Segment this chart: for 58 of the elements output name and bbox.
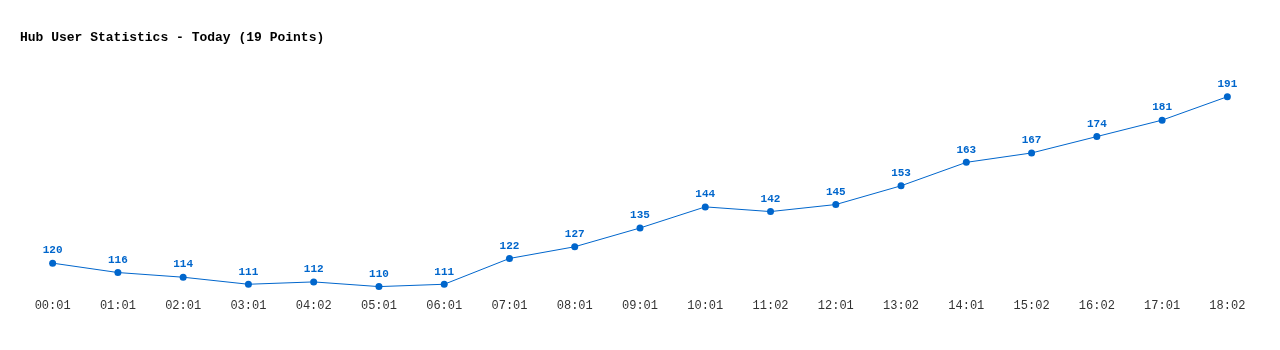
x-tick-label: 11:02 xyxy=(752,298,789,313)
x-tick-label: 05:01 xyxy=(360,298,397,313)
point xyxy=(767,208,775,216)
x-tick-label: 10:01 xyxy=(687,298,724,313)
data-label: 144 xyxy=(695,188,716,201)
data-label: 110 xyxy=(369,267,389,280)
point xyxy=(1158,116,1166,124)
point xyxy=(1028,149,1036,157)
point xyxy=(310,278,318,286)
x-tick-label: 16:02 xyxy=(1078,298,1115,313)
data-label: 145 xyxy=(825,185,847,198)
data-label: 135 xyxy=(630,209,651,222)
data-label: 122 xyxy=(499,239,520,252)
point xyxy=(505,254,513,262)
point xyxy=(244,280,252,288)
point xyxy=(701,203,709,211)
x-tick-label: 01:01 xyxy=(99,298,136,313)
x-tick-label: 07:01 xyxy=(491,298,528,313)
point xyxy=(636,224,644,232)
chart-title: Hub User Statistics - Today (19 Points) xyxy=(20,30,325,46)
data-label: 174 xyxy=(1086,117,1108,130)
data-label: 163 xyxy=(956,143,977,156)
data-label: 111 xyxy=(238,265,259,278)
data-label: 114 xyxy=(173,258,194,271)
x-tick-label: 15:02 xyxy=(1013,298,1050,313)
x-tick-label: 04:02 xyxy=(295,298,332,313)
point xyxy=(49,259,57,267)
data-label: 112 xyxy=(303,263,324,276)
point xyxy=(375,283,383,291)
data-label: 181 xyxy=(1152,101,1173,114)
x-tick-label: 00:01 xyxy=(34,298,71,313)
data-label: 120 xyxy=(42,244,63,257)
data-label: 191 xyxy=(1217,77,1238,90)
point xyxy=(832,201,840,209)
data-label: 127 xyxy=(564,228,585,241)
point xyxy=(114,269,122,277)
x-tick-label: 02:01 xyxy=(165,298,202,313)
data-label: 116 xyxy=(107,253,128,266)
point xyxy=(440,280,448,288)
point xyxy=(571,243,579,251)
x-tick-label: 06:01 xyxy=(426,298,463,313)
data-label: 153 xyxy=(891,167,912,180)
x-tick-label: 14:01 xyxy=(948,298,985,313)
x-tick-label: 09:01 xyxy=(621,298,659,313)
x-tick-label: 08:01 xyxy=(556,298,593,313)
data-label: 167 xyxy=(1021,134,1042,147)
x-tick-label: 03:01 xyxy=(230,298,267,313)
data-label: 142 xyxy=(760,192,781,205)
x-tick-label: 13:02 xyxy=(883,298,920,313)
x-tick-label: 12:01 xyxy=(817,298,854,313)
data-label: 111 xyxy=(434,265,455,278)
x-tick-label: 17:01 xyxy=(1144,298,1181,313)
x-tick-label: 18:02 xyxy=(1209,298,1246,313)
point xyxy=(1093,133,1101,141)
point xyxy=(962,158,970,166)
point xyxy=(897,182,905,190)
point xyxy=(179,273,187,281)
point xyxy=(1223,93,1231,101)
